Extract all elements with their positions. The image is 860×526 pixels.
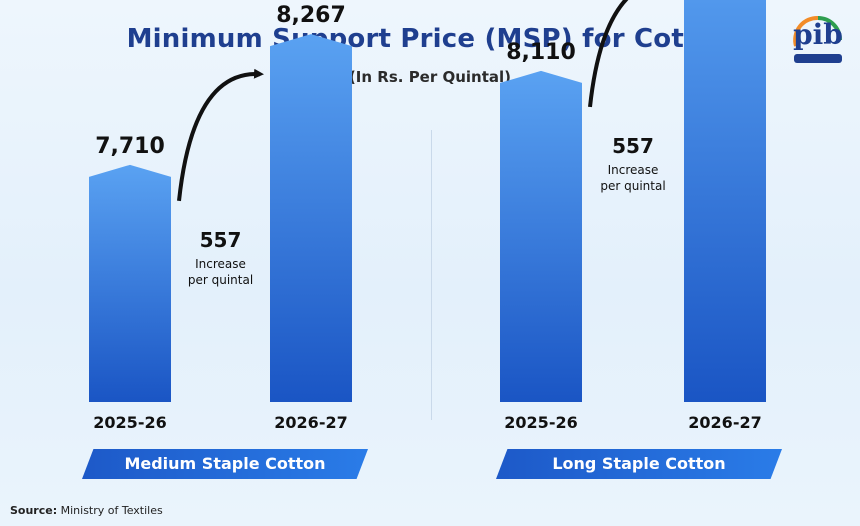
band-medium-staple-cotton: Medium Staple Cotton	[82, 449, 368, 479]
value-label-p1-2: 8,267	[276, 3, 346, 28]
bar-p2-2	[684, 0, 766, 402]
pib-logo-icon: pib	[788, 10, 848, 68]
page-subtitle: (In Rs. Per Quintal)	[348, 68, 512, 86]
increase-arrow-icon-p1	[177, 68, 264, 202]
category-label-p2-2: 2026-27	[688, 413, 761, 432]
increase-value-p2: 557	[612, 134, 654, 158]
increase-text1-p2: Increase	[608, 163, 659, 177]
logo-text: pib	[793, 18, 843, 51]
value-label-p2-1: 8,110	[506, 40, 576, 65]
increase-text2-p2: per quintal	[600, 179, 665, 193]
logo-band	[794, 54, 842, 63]
source-label: Source:	[10, 504, 58, 517]
source-text: Ministry of Textiles	[60, 504, 163, 517]
category-label-p1-2: 2026-27	[274, 413, 347, 432]
increase-value-p1: 557	[200, 228, 242, 252]
increase-arrow-icon-p2	[588, 0, 629, 108]
bar-p1-1	[89, 164, 171, 402]
bar-p2-1	[500, 70, 582, 402]
panel-divider	[431, 130, 432, 420]
value-label-p1-1: 7,710	[95, 134, 165, 159]
bar-p1-2	[270, 34, 352, 403]
increase-text2-p1: per quintal	[188, 273, 253, 287]
increase-text1-p1: Increase	[195, 257, 246, 271]
band-long-staple-cotton: Long Staple Cotton	[496, 449, 782, 479]
category-label-p2-1: 2025-26	[504, 413, 577, 432]
page-title: Minimum Support Price (MSP) for Cotton	[126, 24, 734, 54]
source-note: Source: Ministry of Textiles	[10, 504, 163, 517]
category-label-p1-1: 2025-26	[93, 413, 166, 432]
